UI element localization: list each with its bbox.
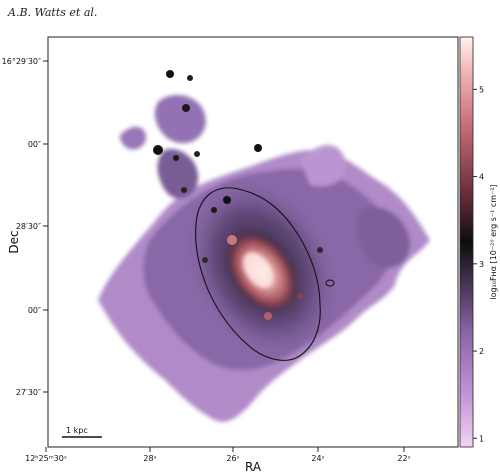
x-tick-label: 22ˢ [397,454,410,463]
y-tick-label: 27′30″ [16,388,41,397]
y-axis-label: Dec [7,230,21,253]
colorbar-tick-label: 5 [479,85,484,94]
colorbar [459,36,474,448]
halpha-map [98,70,430,422]
y-tick-label: 28′30″ [16,222,41,231]
y-tick-label: 00″ [28,306,41,315]
colorbar-label: log₁₀Fʜα [10⁻²⁰ erg s⁻¹ cm⁻²] [489,184,498,299]
x-tick-label: 24ˢ [311,454,324,463]
x-axis-label: RA [245,460,262,474]
x-tick-label: 12ʰ25ᵐ30ˢ [25,454,67,463]
running-header-authors: A.B. Watts et al. [8,6,98,19]
colorbar-tick-label: 2 [479,347,484,356]
x-tick-label: 28ˢ [143,454,156,463]
colorbar-tick-label: 1 [479,434,484,443]
scale-bar-label: 1 kpc [66,426,88,435]
y-tick-label: 16°29′30″ [2,57,41,66]
colorbar-tick-label: 4 [479,173,484,182]
hii-knots [153,70,323,320]
y-axis: 16°29′30″ 00″ 28′30″ 00″ 27′30″ [2,57,48,397]
y-tick-label: 00″ [28,140,41,149]
colorbar-ticks: 1 2 3 4 5 [473,85,484,443]
colorbar-tick-label: 3 [479,260,484,269]
hi-contour [195,187,321,361]
x-axis: 12ʰ25ᵐ30ˢ 28ˢ 26ˢ 24ˢ 22ˢ [25,447,411,463]
x-tick-label: 26ˢ [226,454,239,463]
